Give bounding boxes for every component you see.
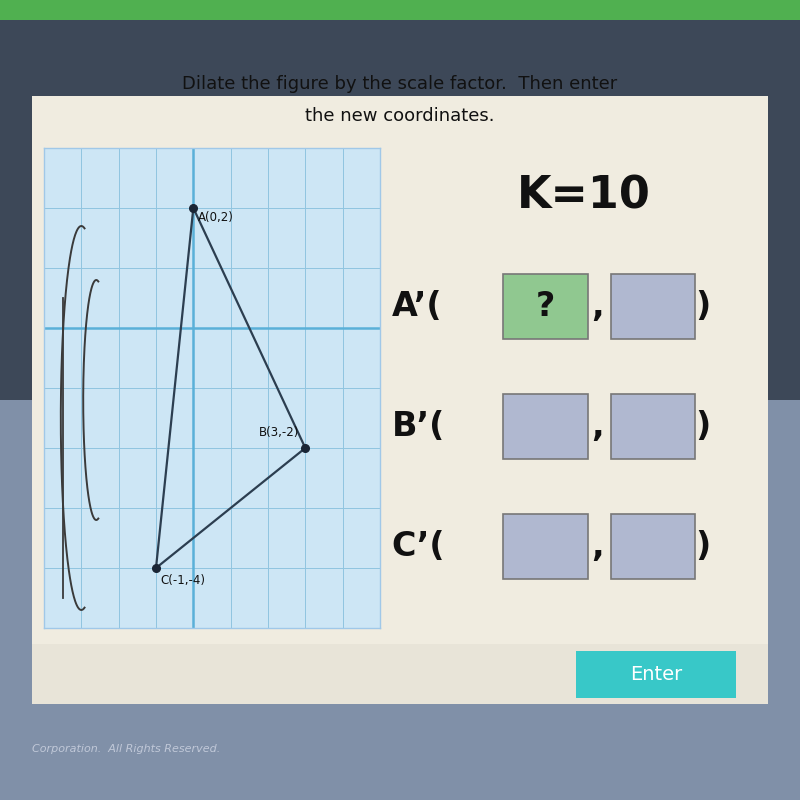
- Text: Enter: Enter: [630, 665, 682, 684]
- Text: ): ): [695, 290, 710, 323]
- Text: B(3,-2): B(3,-2): [259, 426, 300, 439]
- Bar: [32, 96, 768, 704]
- FancyBboxPatch shape: [503, 394, 587, 459]
- Text: ,: ,: [591, 530, 604, 563]
- FancyBboxPatch shape: [503, 514, 587, 579]
- Text: ,: ,: [591, 290, 604, 323]
- Text: K=10: K=10: [517, 174, 650, 218]
- Text: the new coordinates.: the new coordinates.: [306, 107, 494, 125]
- Bar: [576, 651, 736, 698]
- Text: Dilate the figure by the scale factor.  Then enter: Dilate the figure by the scale factor. T…: [182, 75, 618, 93]
- Text: Corporation.  All Rights Reserved.: Corporation. All Rights Reserved.: [32, 744, 220, 754]
- FancyBboxPatch shape: [610, 394, 695, 459]
- Bar: [0, 0, 800, 400]
- Text: C(-1,-4): C(-1,-4): [161, 574, 206, 587]
- FancyBboxPatch shape: [503, 274, 587, 338]
- Text: B’(: B’(: [392, 410, 445, 443]
- Bar: [0, 400, 800, 800]
- Bar: [32, 644, 768, 704]
- FancyBboxPatch shape: [610, 514, 695, 579]
- Text: ): ): [695, 530, 710, 563]
- FancyBboxPatch shape: [610, 274, 695, 338]
- Text: A’(: A’(: [392, 290, 442, 323]
- Text: ?: ?: [536, 290, 555, 323]
- Text: A(0,2): A(0,2): [198, 211, 234, 224]
- Text: C’(: C’(: [392, 530, 446, 563]
- Text: ,: ,: [591, 410, 604, 443]
- Text: ): ): [695, 410, 710, 443]
- Bar: [0, 0, 800, 20]
